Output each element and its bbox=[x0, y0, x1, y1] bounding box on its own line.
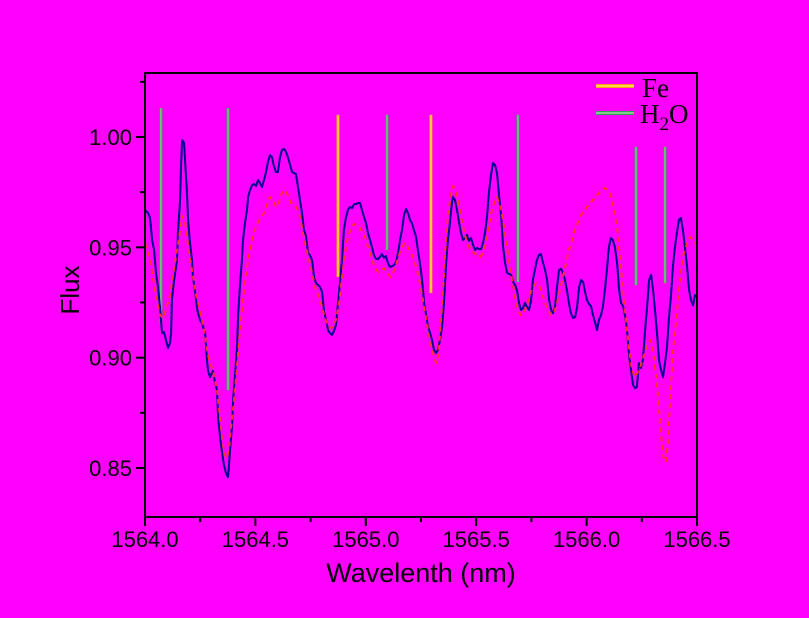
x-tick-label: 1564.0 bbox=[111, 527, 178, 552]
legend: Fe H2O bbox=[596, 73, 689, 135]
fe-legend-label: Fe bbox=[642, 73, 669, 103]
y-tick-label: 0.85 bbox=[89, 456, 132, 481]
axis-ticks bbox=[136, 80, 698, 526]
y-axis-label: Flux bbox=[55, 265, 85, 314]
axis-tick-labels: 1564.0 1564.5 1565.0 1565.5 1566.0 1566.5 0.85… bbox=[89, 125, 730, 552]
spectra-curves bbox=[144, 139, 697, 479]
x-tick-label: 1565.0 bbox=[332, 527, 399, 552]
x-tick-label: 1566.0 bbox=[553, 527, 620, 552]
x-tick-label: 1564.5 bbox=[222, 527, 289, 552]
plot-border bbox=[144, 72, 698, 518]
y-tick-label: 1.00 bbox=[89, 125, 132, 150]
h2o-legend-label-sub: 2 bbox=[660, 114, 670, 135]
species-marker-lines bbox=[159, 108, 667, 391]
y-tick-label: 0.95 bbox=[89, 235, 132, 260]
h2o-legend-label: H2O bbox=[640, 99, 689, 135]
h2o-legend-label-h: H bbox=[640, 99, 660, 129]
x-axis-label: Wavelenth (nm) bbox=[326, 558, 516, 588]
x-tick-label: 1566.5 bbox=[663, 527, 730, 552]
y-tick-label: 0.90 bbox=[89, 346, 132, 371]
x-tick-label: 1565.5 bbox=[443, 527, 510, 552]
observed-spectrum-curve bbox=[144, 139, 697, 479]
h2o-legend-label-o: O bbox=[669, 99, 689, 129]
